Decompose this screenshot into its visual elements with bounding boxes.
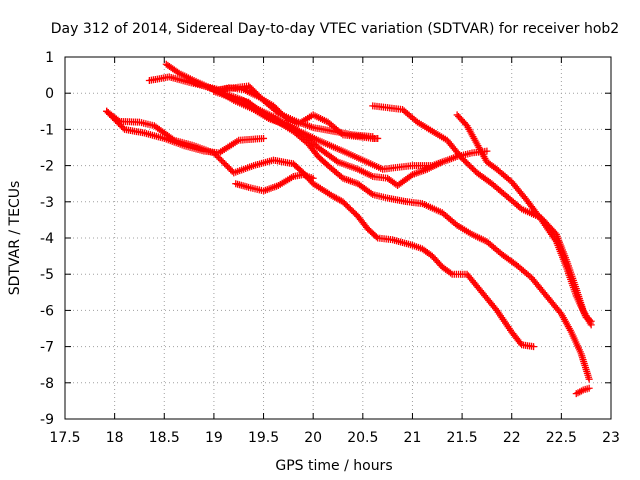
data-layer [103,60,595,398]
data-point [224,163,232,171]
data-point [516,204,524,212]
data-point [332,157,340,165]
data-point [227,166,235,174]
data-point [219,158,227,166]
y-tick-label: -8 [40,376,54,392]
x-tick-label: 18.5 [149,430,180,446]
y-tick-label: -2 [40,159,54,175]
label-layer: Day 312 of 2014, Sidereal Day-to-day VTE… [7,21,619,474]
series-arc-7 [210,87,593,383]
series-arc-10 [453,111,595,325]
data-point [447,269,455,277]
data-point [526,272,534,280]
data-point [309,174,317,182]
x-tick-label: 22.5 [546,430,577,446]
data-point [372,233,380,241]
data-point [367,189,375,197]
x-tick-label: 20 [304,430,322,446]
chart-title: Day 312 of 2014, Sidereal Day-to-day VTE… [51,21,619,37]
x-tick-label: 21.5 [447,430,478,446]
series-arc-8 [232,171,317,195]
x-tick-label: 21 [404,430,422,446]
data-point [337,173,345,181]
y-tick-label: -5 [40,267,54,283]
data-point [258,110,266,118]
data-point [587,317,595,325]
data-point [222,161,230,169]
data-point [337,129,345,137]
data-point [225,164,233,172]
y-tick-label: 0 [45,86,54,102]
y-axis-label: SDTVAR / TECUs [7,181,23,296]
data-point [260,134,268,142]
data-point [374,134,382,142]
data-point [585,375,593,383]
data-point [506,176,514,184]
x-tick-label: 18 [106,430,124,446]
plot-frame [64,56,612,420]
series-arc-11 [572,384,593,398]
y-tick-label: 1 [45,50,54,66]
y-tick-label: -1 [40,122,54,138]
x-tick-label: 23 [602,430,620,446]
x-tick-label: 22 [503,430,521,446]
data-point [412,117,420,125]
data-point [585,316,593,324]
series-arc-2 [103,107,268,157]
data-point [218,157,226,165]
x-tick-label: 19.5 [248,430,279,446]
x-axis-label: GPS time / hours [275,458,392,474]
y-tick-label: -4 [40,231,54,247]
data-point [221,160,229,168]
y-tick-label: -3 [40,195,54,211]
x-tick-label: 20.5 [347,430,378,446]
y-tick-label: -6 [40,303,54,319]
data-point [483,147,491,155]
x-tick-label: 17.5 [49,430,80,446]
y-tick-label: -7 [40,340,54,356]
data-point [451,220,459,228]
data-point [530,343,538,351]
data-point [407,172,415,180]
y-tick-label: -9 [40,412,54,428]
data-point [585,384,593,392]
data-point [216,155,224,163]
tick-layer: 17.5 18 18.5 19 19.5 20 20.5 21 21.5 22 22.5 23 1 0 -1… [40,50,620,446]
x-tick-label: 19 [205,430,223,446]
